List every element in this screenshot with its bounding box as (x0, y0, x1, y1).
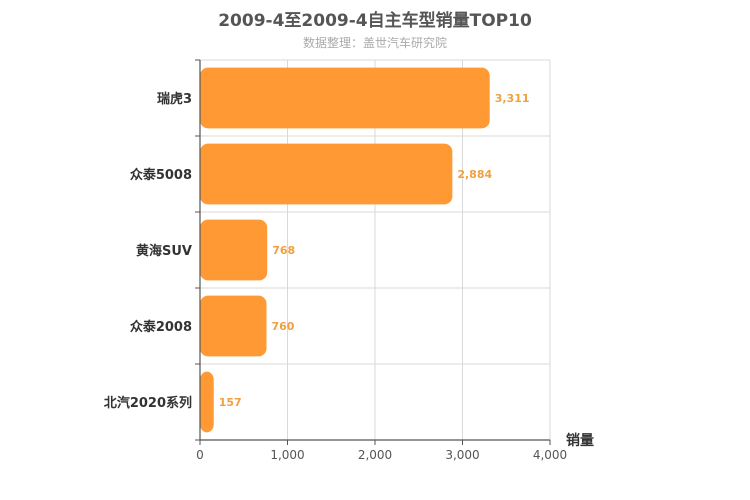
data-label: 157 (219, 396, 242, 409)
bar (200, 143, 453, 205)
x-tick-label: 4,000 (533, 448, 567, 462)
axes (195, 59, 551, 445)
labels: 瑞虎3 众泰5008 黄海SUV 众泰2008 北汽2020系列 3,311 2,884 76… (104, 91, 567, 462)
x-tick-label: 3,000 (445, 448, 479, 462)
bars (200, 67, 490, 433)
bar (200, 219, 268, 281)
data-label: 2,884 (457, 168, 492, 181)
x-tick-label: 2,000 (358, 448, 392, 462)
bar (200, 295, 267, 357)
category-label: 瑞虎3 (157, 91, 192, 107)
bar (200, 371, 214, 433)
data-label: 3,311 (495, 92, 530, 105)
chart-subtitle: 数据整理：盖世汽车研究院 (302, 36, 447, 50)
x-tick-label: 0 (196, 448, 204, 462)
chart-title: 2009-4至2009-4自主车型销量TOP10 (218, 11, 532, 31)
data-label: 768 (272, 244, 295, 257)
category-label: 黄海SUV (136, 243, 192, 259)
category-label: 北汽2020系列 (104, 395, 192, 411)
category-label: 众泰5008 (130, 167, 192, 183)
x-axis-label: 销量 (566, 432, 594, 449)
x-tick-label: 1,000 (270, 448, 304, 462)
bar (200, 67, 490, 129)
data-label: 760 (272, 320, 295, 333)
category-label: 众泰2008 (130, 319, 192, 335)
